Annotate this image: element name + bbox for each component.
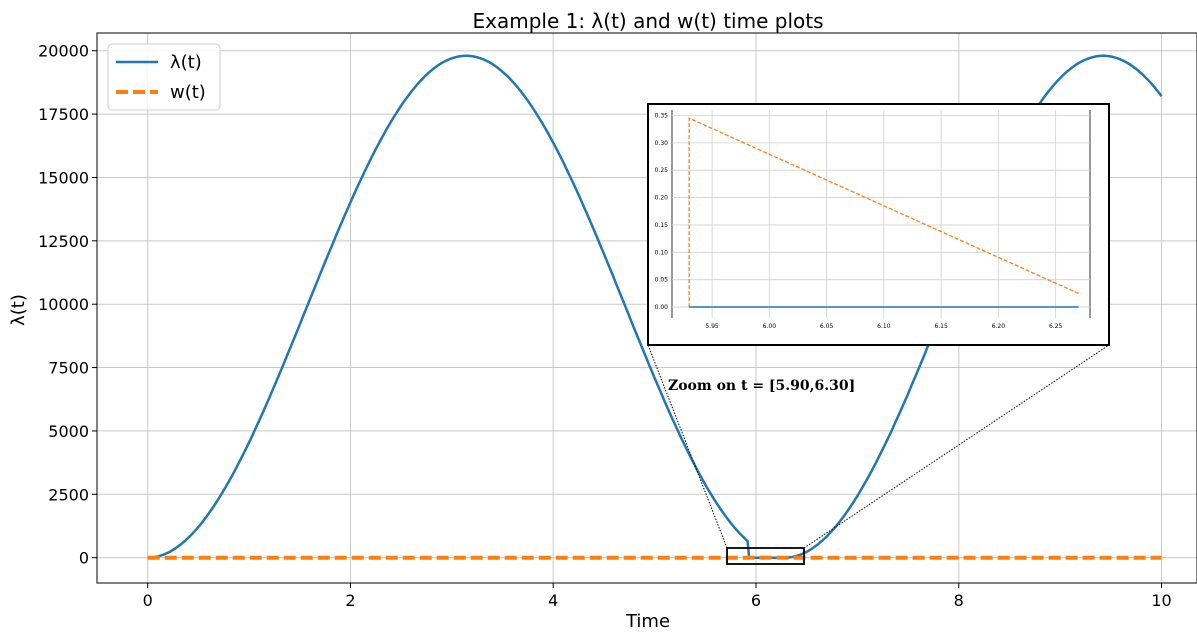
inset-y-tick-label: 0.05 <box>655 277 669 284</box>
y-tick-label: 15000 <box>38 168 89 187</box>
chart-title: Example 1: λ(t) and w(t) time plots <box>472 9 823 33</box>
x-tick-label: 0 <box>143 591 153 610</box>
inset-w-line <box>688 117 1079 308</box>
plot-frame <box>96 32 1197 584</box>
inset-x-tick-label: 5.95 <box>705 323 719 330</box>
inset-y-tick-label: 0.25 <box>655 167 669 174</box>
inset-x-tick-label: 6.10 <box>877 323 891 330</box>
x-tick-label: 2 <box>345 591 355 610</box>
axis-ticks: 0 2 4 6 8 10 0 2500 5000 7500 10000 12500 15000 17500… <box>38 42 1172 610</box>
y-axis-label: λ(t) <box>8 294 29 326</box>
y-tick-label: 5000 <box>48 422 89 441</box>
inset-zoom-plot: 5.95 6.00 6.05 6.10 6.15 6.20 6.25 0.00 0.05 0.10… <box>647 103 1110 346</box>
x-tick-label: 6 <box>751 591 761 610</box>
x-axis-label: Time <box>625 611 670 632</box>
x-tick-label: 8 <box>954 591 964 610</box>
zoom-connector-left <box>647 344 728 549</box>
inset-y-tick-label: 0.15 <box>655 222 669 229</box>
inset-x-tick-label: 6.05 <box>820 323 834 330</box>
inset-x-tick-label: 6.15 <box>934 323 948 330</box>
y-tick-label: 2500 <box>48 485 89 504</box>
inset-ticks: 5.95 6.00 6.05 6.10 6.15 6.20 6.25 0.00 0.05 0.10… <box>655 112 1063 330</box>
inset-y-tick-label: 0.10 <box>655 249 669 256</box>
inset-series-layer <box>688 117 1079 308</box>
inset-background <box>648 104 1109 345</box>
inset-y-tick-label: 0.00 <box>655 304 669 311</box>
zoom-indicator <box>647 344 1110 565</box>
y-tick-label: 12500 <box>38 232 89 251</box>
inset-y-tick-label: 0.30 <box>655 140 669 147</box>
inset-x-tick-label: 6.20 <box>992 323 1006 330</box>
inset-frame <box>647 103 1110 346</box>
inset-x-tick-label: 6.00 <box>763 323 777 330</box>
y-tick-label: 7500 <box>48 359 89 378</box>
legend-label-lambda: λ(t) <box>170 52 202 73</box>
zoom-region-box <box>726 547 805 565</box>
x-tick-label: 4 <box>548 591 558 610</box>
y-tick-label: 17500 <box>38 105 89 124</box>
zoom-annotation: Zoom on t = [5.90,6.30] <box>668 378 855 394</box>
y-tick-label: 0 <box>79 549 89 568</box>
legend: λ(t) w(t) <box>107 43 221 111</box>
inset-y-tick-label: 0.20 <box>655 195 669 202</box>
legend-label-w: w(t) <box>170 82 206 103</box>
inset-x-tick-label: 6.25 <box>1049 323 1063 330</box>
zoom-connector-right <box>803 344 1110 549</box>
inset-grid-lines <box>672 110 1090 318</box>
inset-y-tick-label: 0.35 <box>655 112 669 119</box>
x-tick-label: 10 <box>1151 591 1171 610</box>
y-tick-label: 10000 <box>38 295 89 314</box>
y-tick-label: 20000 <box>38 42 89 61</box>
